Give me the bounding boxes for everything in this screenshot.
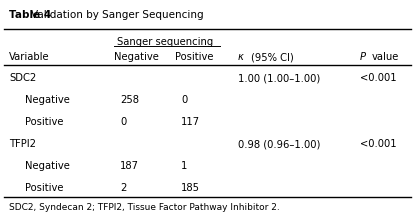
Text: 187: 187 [120,161,139,171]
Text: 2: 2 [120,183,127,193]
Text: TFPI2: TFPI2 [9,139,36,149]
Text: 0.98 (0.96–1.00): 0.98 (0.96–1.00) [238,139,320,149]
Text: <0.001: <0.001 [360,139,397,149]
Text: Positive: Positive [25,117,64,127]
Text: 1: 1 [181,161,188,171]
Text: (95% CI): (95% CI) [251,52,294,62]
Text: value: value [371,52,399,62]
Text: Table 4: Table 4 [9,10,51,20]
Text: 185: 185 [181,183,200,193]
Text: 117: 117 [181,117,200,127]
Text: Negative: Negative [114,52,159,62]
Text: 0: 0 [181,95,187,105]
Text: Negative: Negative [25,161,70,171]
Text: 0: 0 [120,117,126,127]
Text: SDC2, Syndecan 2; TFPI2, Tissue Factor Pathway Inhibitor 2.: SDC2, Syndecan 2; TFPI2, Tissue Factor P… [9,203,280,212]
Text: Sanger sequencing: Sanger sequencing [117,37,213,48]
Text: P: P [360,52,366,62]
Text: <0.001: <0.001 [360,73,397,83]
Text: Positive: Positive [25,183,64,193]
Text: Validation by Sanger Sequencing: Validation by Sanger Sequencing [32,10,204,20]
Text: 1.00 (1.00–1.00): 1.00 (1.00–1.00) [238,73,320,83]
Text: Variable: Variable [9,52,50,62]
Text: Negative: Negative [25,95,70,105]
Text: κ: κ [238,52,244,62]
Text: Positive: Positive [175,52,213,62]
Text: 258: 258 [120,95,139,105]
Text: SDC2: SDC2 [9,73,36,83]
